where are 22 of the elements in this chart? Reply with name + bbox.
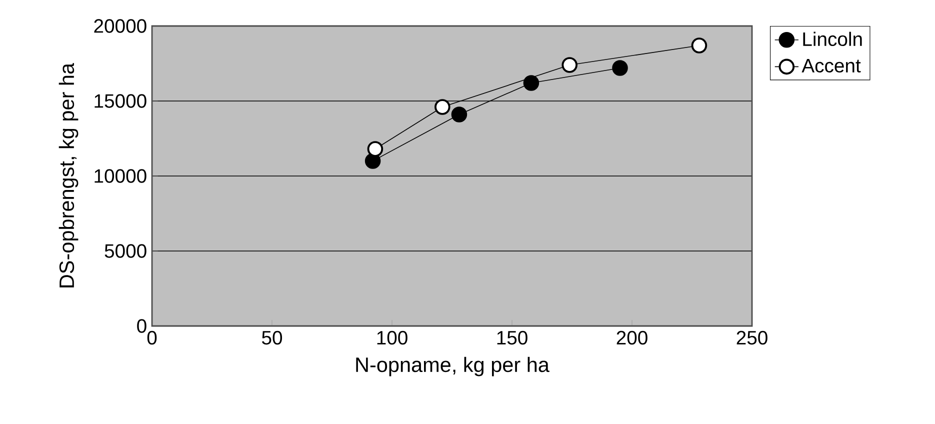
x-tick-label: 100 [377,330,408,345]
point [612,60,628,76]
y-tick-label: 5000 [104,244,146,258]
x-tick-label: 200 [616,330,648,345]
point [691,38,708,54]
legend-label: Lincoln [803,32,862,46]
point [562,57,578,73]
x-tick-label: 150 [497,330,528,345]
y-tick-label: 20000 [94,19,146,33]
point [451,106,468,122]
point [523,75,540,91]
legend-label: Accent [802,58,861,73]
y-axis-title: DS-opbrengst, kg per ha [58,62,78,288]
point [434,99,450,115]
x-tick-label: 250 [736,330,768,345]
y-tick-label: 15000 [94,94,146,108]
y-tick-label: 10000 [94,169,146,183]
x-tick-label: 50 [262,330,282,345]
y-tick-label: 0 [137,319,146,333]
x-tick-label: 0 [147,330,157,345]
x-axis-title: N-opname, kg per ha [356,356,550,376]
point [367,141,384,157]
